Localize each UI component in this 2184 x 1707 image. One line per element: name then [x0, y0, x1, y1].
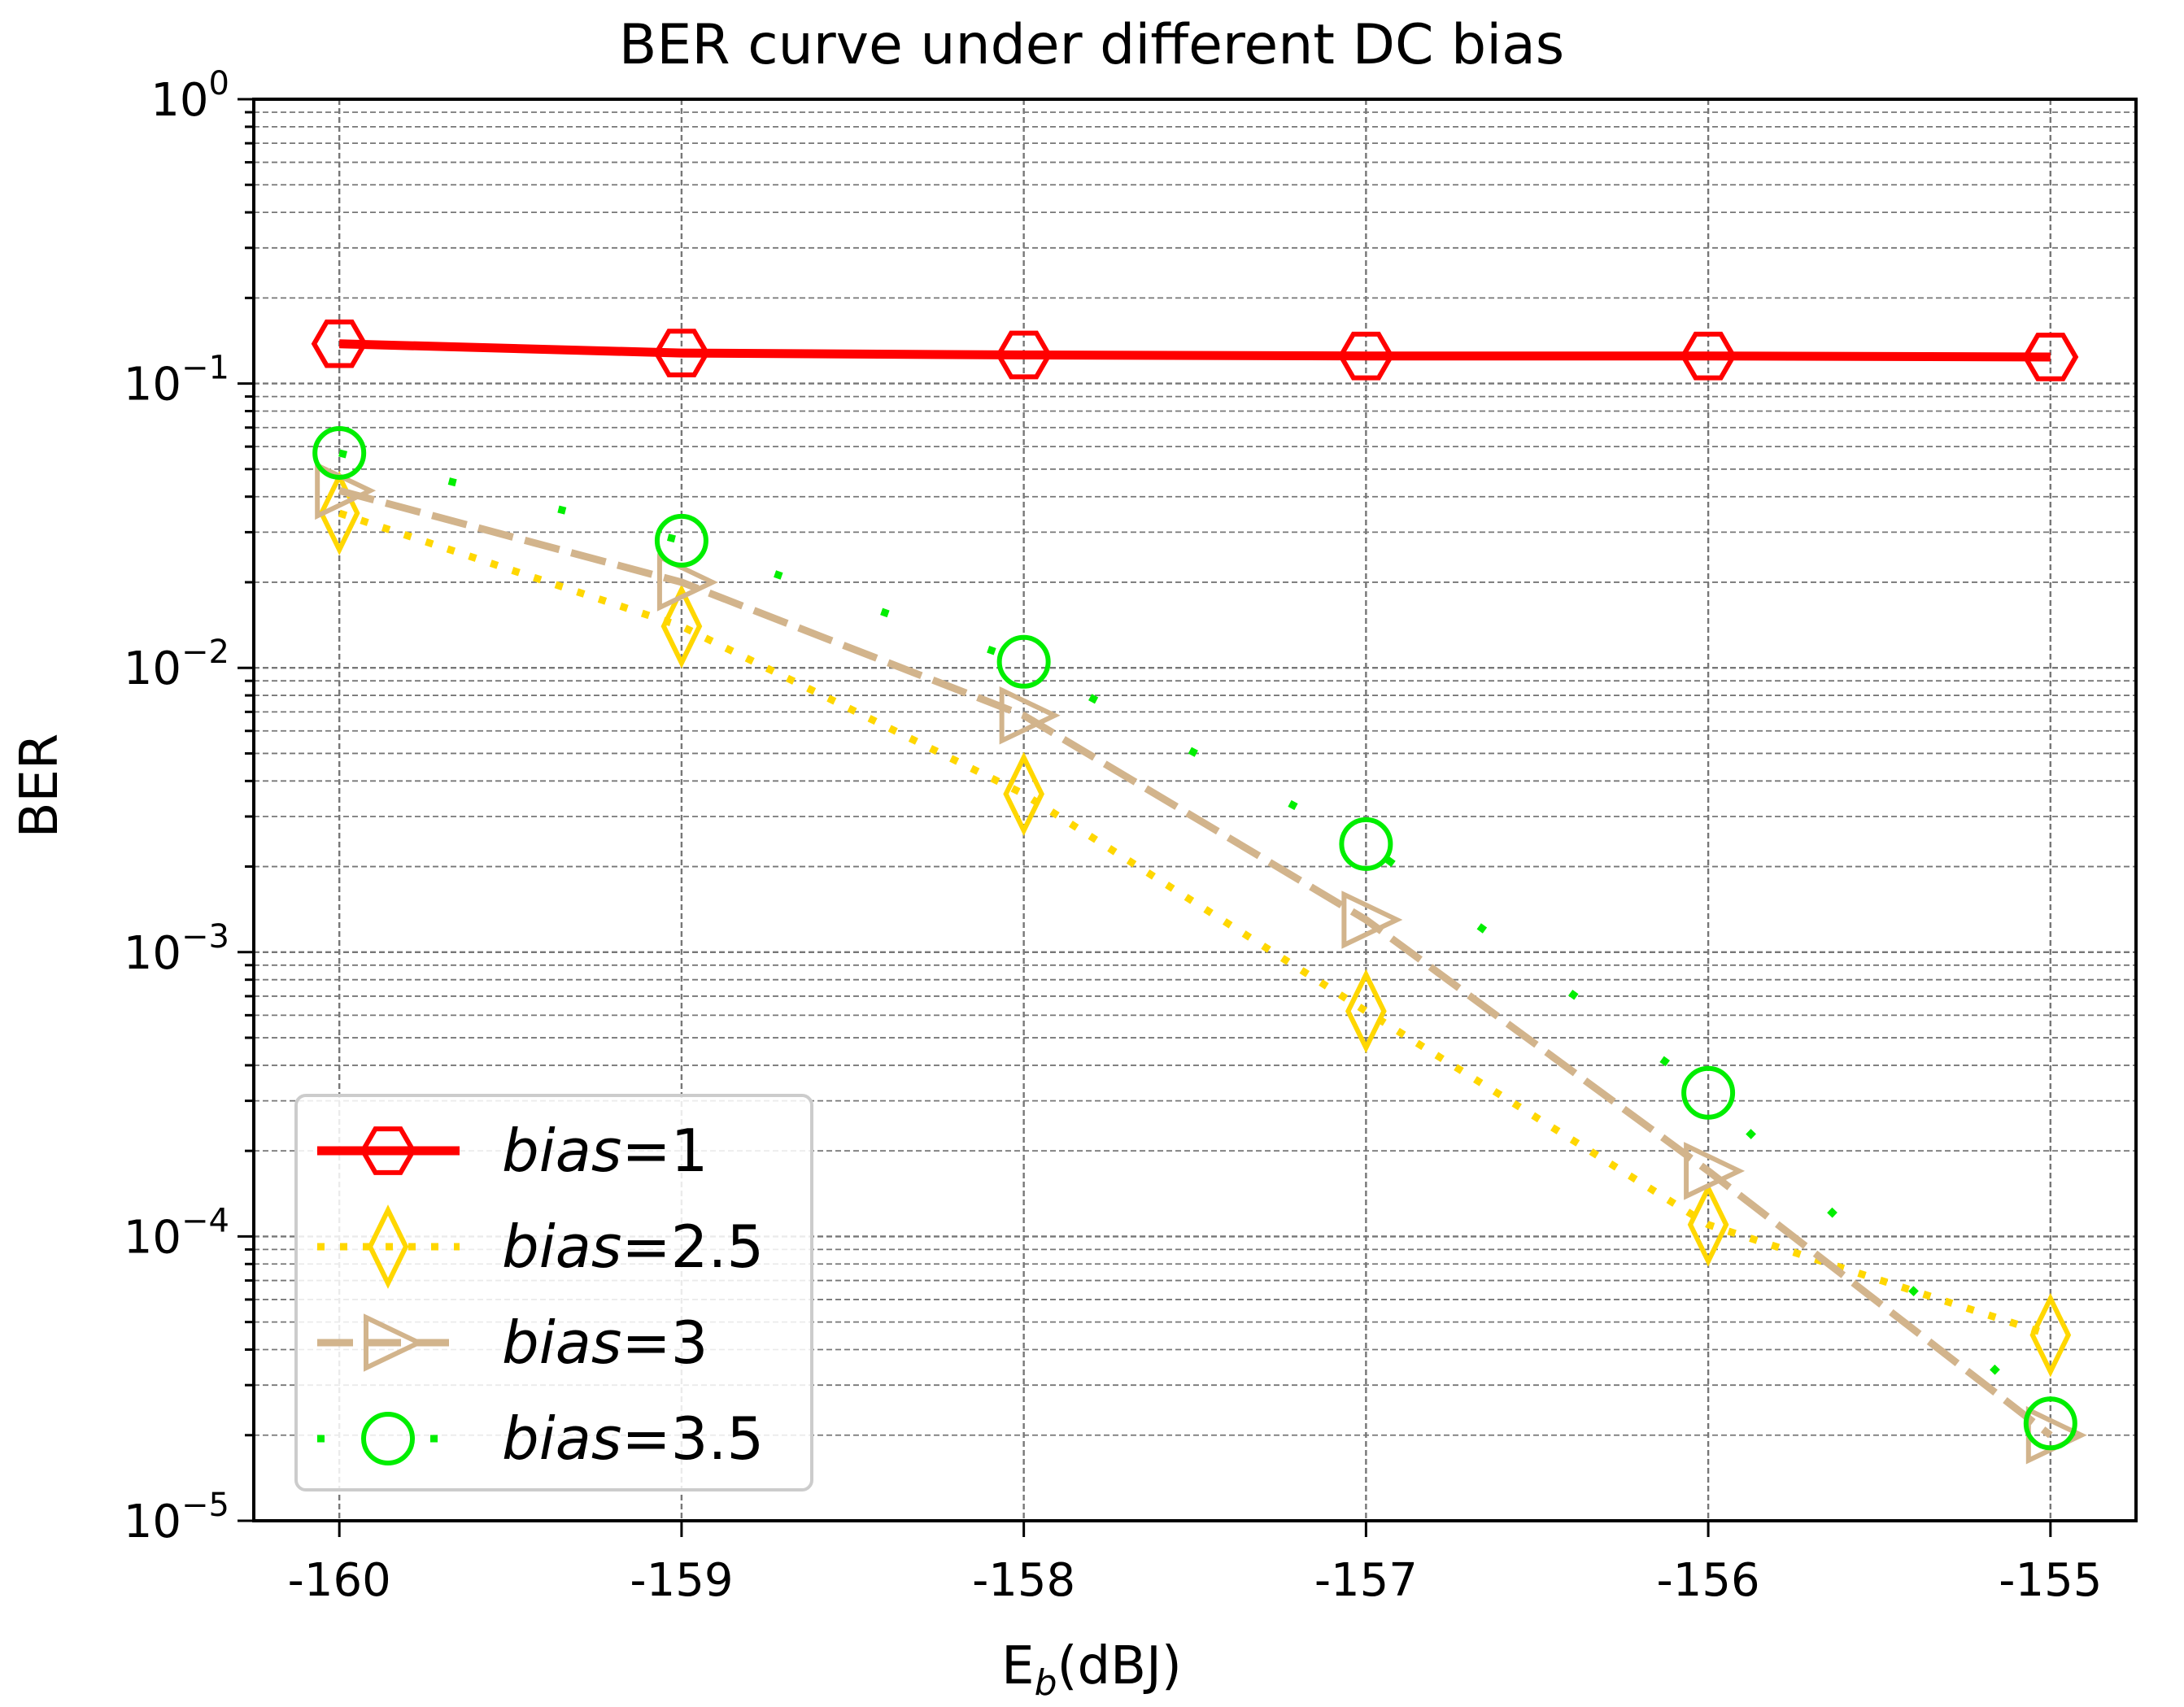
- series-bias=2.5: [318, 471, 2072, 1378]
- legend-item: bias=1: [317, 1117, 708, 1185]
- y-tick-label: 10−2: [124, 634, 229, 695]
- data-point: [1681, 1065, 1736, 1120]
- data-point: [1341, 891, 1403, 949]
- data-point: [999, 686, 1061, 745]
- data-point: [2022, 333, 2079, 381]
- data-point: [660, 584, 703, 668]
- data-point: [996, 634, 1051, 689]
- data-point: [1337, 331, 1394, 381]
- data-point: [1345, 969, 1387, 1054]
- y-tick-label-base: 10: [124, 1211, 181, 1264]
- y-tick-label-base: 10: [124, 1496, 181, 1548]
- legend-label-suffix: =1: [621, 1117, 708, 1185]
- legend-box: [294, 1094, 813, 1491]
- legend-label-prefix: bias: [502, 1117, 621, 1185]
- data-point: [2023, 1396, 2077, 1451]
- series-line: [338, 509, 2052, 1339]
- y-tick-label-base: 10: [124, 642, 181, 695]
- y-tick-label-exponent: −2: [181, 634, 229, 671]
- y-tick-label: 10−5: [124, 1487, 229, 1548]
- legend-label: bias=2.5: [502, 1213, 764, 1281]
- data-point: [1003, 751, 1044, 837]
- data-point: [312, 425, 367, 480]
- x-axis-title-rest: (dBJ): [1057, 1636, 1182, 1696]
- y-tick-label: 10−3: [124, 918, 229, 980]
- series-line: [338, 449, 2053, 1426]
- legend-label-prefix: bias: [502, 1309, 621, 1377]
- legend-marker: [367, 1204, 409, 1289]
- x-tick-label: -157: [1314, 1554, 1418, 1607]
- y-tick-label-exponent: −4: [181, 1202, 229, 1239]
- legend-marker: [364, 1313, 425, 1372]
- data-point: [311, 319, 368, 368]
- y-tick-label: 10−1: [124, 350, 229, 412]
- legend-label: bias=3.5: [502, 1404, 764, 1473]
- y-tick-label-exponent: 0: [209, 65, 229, 102]
- legend-label-suffix: =2.5: [621, 1213, 764, 1281]
- plot-area: [311, 319, 2087, 1465]
- y-tick-label-exponent: −5: [181, 1487, 229, 1524]
- series-bias=1: [311, 319, 2079, 381]
- legend-label: bias=1: [502, 1117, 708, 1185]
- legend-label-suffix: =3.5: [621, 1404, 764, 1473]
- x-axis-title-base: E: [1001, 1636, 1034, 1696]
- y-tick-label-exponent: −1: [181, 350, 229, 387]
- axes-frame: [252, 98, 2138, 1522]
- legend-label: bias=3: [502, 1309, 708, 1377]
- data-point: [1339, 816, 1393, 871]
- y-tick-label-base: 10: [124, 359, 181, 412]
- legend-label-prefix: bias: [502, 1404, 621, 1473]
- x-axis-title-sub: b: [1035, 1662, 1057, 1704]
- x-tick-label: -156: [1657, 1554, 1760, 1607]
- chart-title: BER curve under different DC bias: [619, 13, 1564, 77]
- data-point: [656, 553, 718, 612]
- y-tick-label: 100: [150, 65, 229, 127]
- y-tick-label: 10−4: [124, 1202, 229, 1264]
- series-bias=3.5: [312, 425, 2077, 1451]
- data-point: [654, 513, 708, 568]
- x-axis-title: Eb(dBJ): [1001, 1636, 1182, 1704]
- y-axis-title: BER: [10, 734, 70, 838]
- y-tick-label-exponent: −3: [181, 918, 229, 956]
- axis-ticks: -160 -159 -158 -157 -156 -15510010−110−210−31…: [124, 65, 2103, 1607]
- data-point: [996, 330, 1053, 380]
- legend-item: bias=3.5: [317, 1404, 764, 1473]
- x-tick-label: -159: [630, 1554, 733, 1607]
- data-point: [1680, 331, 1737, 381]
- legend-label-suffix: =3: [621, 1309, 708, 1377]
- y-tick-label-base: 10: [150, 74, 208, 127]
- data-point: [1687, 1182, 1729, 1267]
- legend-label-prefix: bias: [502, 1213, 621, 1281]
- legend-item: bias=2.5: [317, 1204, 764, 1289]
- series-line: [338, 486, 2053, 1439]
- data-point: [1684, 1142, 1746, 1200]
- legend-item: bias=3: [317, 1309, 708, 1377]
- series-line: [339, 339, 2051, 362]
- y-tick-label-base: 10: [124, 927, 181, 980]
- x-tick-label: -158: [972, 1554, 1075, 1607]
- data-point: [2029, 1292, 2072, 1378]
- data-point: [653, 329, 710, 377]
- x-tick-label: -155: [1999, 1554, 2102, 1607]
- x-tick-label: -160: [288, 1554, 391, 1607]
- legend-marker: [360, 1126, 416, 1175]
- legend-marker: [361, 1412, 415, 1465]
